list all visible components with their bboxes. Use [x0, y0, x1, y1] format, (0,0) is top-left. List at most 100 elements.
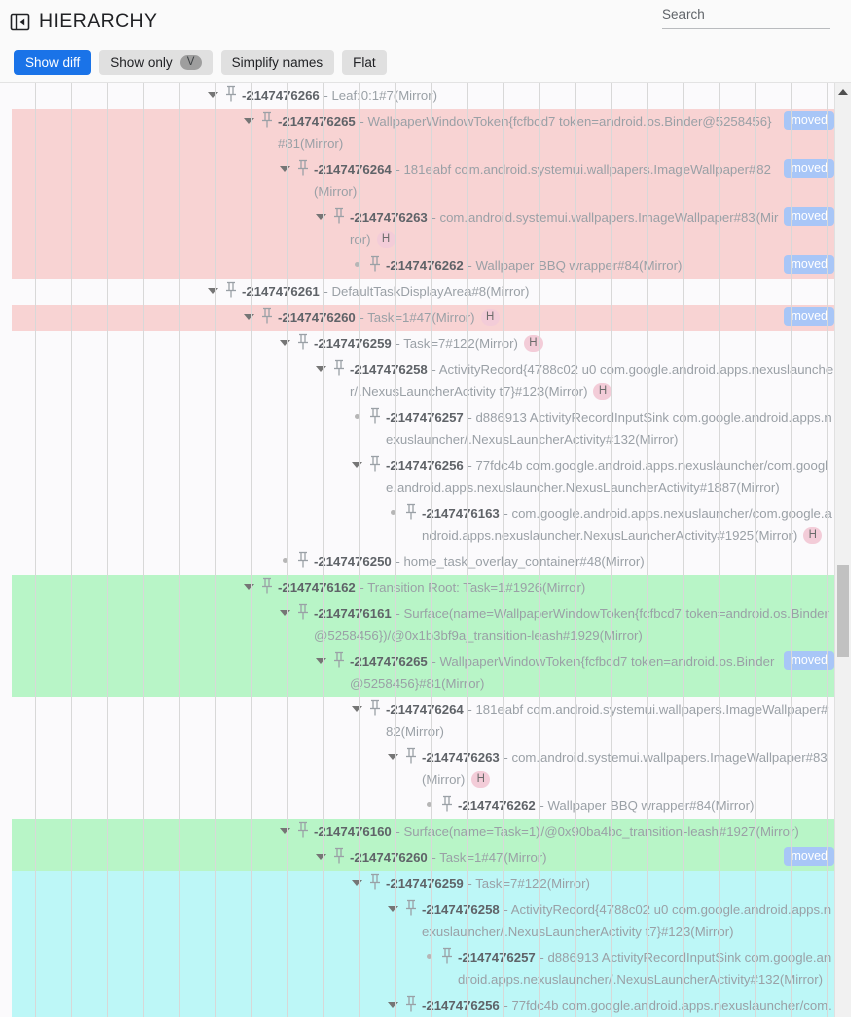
caret-down-icon[interactable]	[240, 577, 258, 596]
flat-button[interactable]: Flat	[342, 50, 387, 75]
caret-down-icon[interactable]	[312, 359, 330, 378]
row-content: -2147476264 - 181eabf com.android.system…	[0, 699, 851, 743]
tree-row[interactable]: -2147476262 - Wallpaper BBQ wrapper#84(M…	[0, 253, 851, 279]
node-id: -2147476259	[314, 336, 392, 351]
tree-row[interactable]: -2147476259 - Task=7#122(Mirror) H	[0, 331, 851, 357]
pin-icon[interactable]	[296, 821, 310, 839]
tree-row[interactable]: -2147476257 - d886913 ActivityRecordInpu…	[0, 945, 851, 993]
caret-down-icon[interactable]	[348, 455, 366, 474]
pin-icon[interactable]	[296, 551, 310, 569]
tree-row[interactable]: -2147476263 - com.android.systemui.wallp…	[0, 205, 851, 253]
scroll-up-icon[interactable]	[835, 83, 851, 100]
row-content: -2147476262 - Wallpaper BBQ wrapper#84(M…	[0, 795, 851, 817]
tree-row[interactable]: -2147476264 - 181eabf com.android.system…	[0, 697, 851, 745]
pin-icon[interactable]	[440, 947, 454, 965]
caret-down-icon[interactable]	[384, 747, 402, 766]
caret-down-icon[interactable]	[276, 159, 294, 178]
scrollbar-thumb[interactable]	[837, 565, 849, 657]
tree-row[interactable]: -2147476260 - Task=1#47(Mirror) moved	[0, 845, 851, 871]
pin-icon[interactable]	[368, 873, 382, 891]
caret-down-icon[interactable]	[240, 111, 258, 130]
pin-icon[interactable]	[332, 847, 346, 865]
row-content: -2147476263 - com.android.systemui.wallp…	[0, 207, 851, 251]
tree-row[interactable]: -2147476258 - ActivityRecord{4788c02 u0 …	[0, 897, 851, 945]
caret-down-icon[interactable]	[240, 307, 258, 326]
pin-icon[interactable]	[404, 899, 418, 917]
tree-row[interactable]: -2147476266 - Leaf:0:1#7(Mirror)	[0, 83, 851, 109]
pin-icon[interactable]	[296, 333, 310, 351]
pin-icon[interactable]	[368, 255, 382, 273]
pin-icon[interactable]	[332, 207, 346, 225]
pin-icon[interactable]	[224, 85, 238, 103]
pin-icon[interactable]	[404, 503, 418, 521]
simplify-names-button[interactable]: Simplify names	[220, 50, 335, 75]
show-only-button[interactable]: Show only V	[99, 50, 213, 75]
tree-row[interactable]: -2147476265 - WallpaperWindowToken{fcfbc…	[0, 109, 851, 157]
node-label: -2147476160 - Surface(name=Task=1)/@0x90…	[314, 821, 834, 843]
caret-down-icon[interactable]	[204, 281, 222, 300]
row-content: -2147476259 - Task=7#122(Mirror) H	[0, 333, 851, 355]
tree-row[interactable]: -2147476162 - Transition Root: Task=1#19…	[0, 575, 851, 601]
node-label: -2147476266 - Leaf:0:1#7(Mirror)	[242, 85, 834, 107]
pin-icon[interactable]	[368, 699, 382, 717]
tree-row[interactable]: -2147476259 - Task=7#122(Mirror)	[0, 871, 851, 897]
pin-icon[interactable]	[332, 359, 346, 377]
row-content: -2147476257 - d886913 ActivityRecordInpu…	[0, 407, 851, 451]
tree-row[interactable]: -2147476256 - 77fdc4b com.google.android…	[0, 993, 851, 1017]
pin-icon[interactable]	[260, 577, 274, 595]
search-field[interactable]	[662, 6, 830, 29]
node-separator: -	[391, 554, 404, 569]
search-input[interactable]	[662, 6, 830, 29]
tree-row[interactable]: -2147476161 - Surface(name=WallpaperWind…	[0, 601, 851, 649]
row-content: -2147476258 - ActivityRecord{4788c02 u0 …	[0, 359, 851, 403]
tree-row[interactable]: -2147476163 - com.google.android.apps.ne…	[0, 501, 851, 549]
node-label: -2147476256 - 77fdc4b com.google.android…	[386, 455, 834, 499]
show-diff-button[interactable]: Show diff	[14, 50, 92, 75]
node-name: Leaf:0:1#7(Mirror)	[331, 88, 438, 103]
caret-down-icon[interactable]	[276, 333, 294, 352]
caret-down-icon[interactable]	[312, 847, 330, 866]
tree-row[interactable]: -2147476257 - d886913 ActivityRecordInpu…	[0, 405, 851, 453]
collapse-panel-icon[interactable]	[10, 12, 30, 32]
tree-row[interactable]: -2147476264 - 181eabf com.android.system…	[0, 157, 851, 205]
leaf-dot-icon	[420, 947, 438, 966]
node-id: -2147476261	[242, 284, 320, 299]
caret-down-icon[interactable]	[348, 699, 366, 718]
pin-icon[interactable]	[440, 795, 454, 813]
pin-icon[interactable]	[296, 603, 310, 621]
caret-down-icon[interactable]	[348, 873, 366, 892]
tree-row[interactable]: -2147476160 - Surface(name=Task=1)/@0x90…	[0, 819, 851, 845]
caret-down-icon[interactable]	[384, 899, 402, 918]
caret-down-icon[interactable]	[312, 207, 330, 226]
node-label: -2147476258 - ActivityRecord{4788c02 u0 …	[350, 359, 834, 403]
caret-down-icon[interactable]	[276, 603, 294, 622]
tree-row[interactable]: -2147476261 - DefaultTaskDisplayArea#8(M…	[0, 279, 851, 305]
pin-icon[interactable]	[224, 281, 238, 299]
tree-row[interactable]: -2147476262 - Wallpaper BBQ wrapper#84(M…	[0, 793, 851, 819]
caret-down-icon[interactable]	[384, 995, 402, 1014]
pin-icon[interactable]	[260, 307, 274, 325]
tree-row[interactable]: -2147476258 - ActivityRecord{4788c02 u0 …	[0, 357, 851, 405]
pin-icon[interactable]	[404, 995, 418, 1013]
node-id: -2147476266	[242, 88, 320, 103]
tree-row[interactable]: -2147476263 - com.android.systemui.wallp…	[0, 745, 851, 793]
pin-icon[interactable]	[368, 455, 382, 473]
tree-row[interactable]: -2147476250 - home_task_overlay_containe…	[0, 549, 851, 575]
filter-toolbar: Show diff Show only V Simplify names Fla…	[0, 43, 851, 83]
caret-down-icon[interactable]	[276, 821, 294, 840]
caret-down-icon[interactable]	[312, 651, 330, 670]
pin-icon[interactable]	[404, 747, 418, 765]
hierarchy-tree[interactable]: -2147476266 - Leaf:0:1#7(Mirror) -2147476…	[0, 83, 851, 1017]
node-id: -2147476257	[386, 410, 464, 425]
pin-icon[interactable]	[332, 651, 346, 669]
caret-down-icon[interactable]	[204, 85, 222, 104]
tree-scrollbar[interactable]	[834, 83, 851, 1017]
title-group: HIERARCHY	[10, 11, 157, 32]
tree-row[interactable]: -2147476265 - WallpaperWindowToken{fcfbc…	[0, 649, 851, 697]
pin-icon[interactable]	[296, 159, 310, 177]
tree-row[interactable]: -2147476256 - 77fdc4b com.google.android…	[0, 453, 851, 501]
pin-icon[interactable]	[368, 407, 382, 425]
pin-icon[interactable]	[260, 111, 274, 129]
node-id: -2147476256	[386, 458, 464, 473]
